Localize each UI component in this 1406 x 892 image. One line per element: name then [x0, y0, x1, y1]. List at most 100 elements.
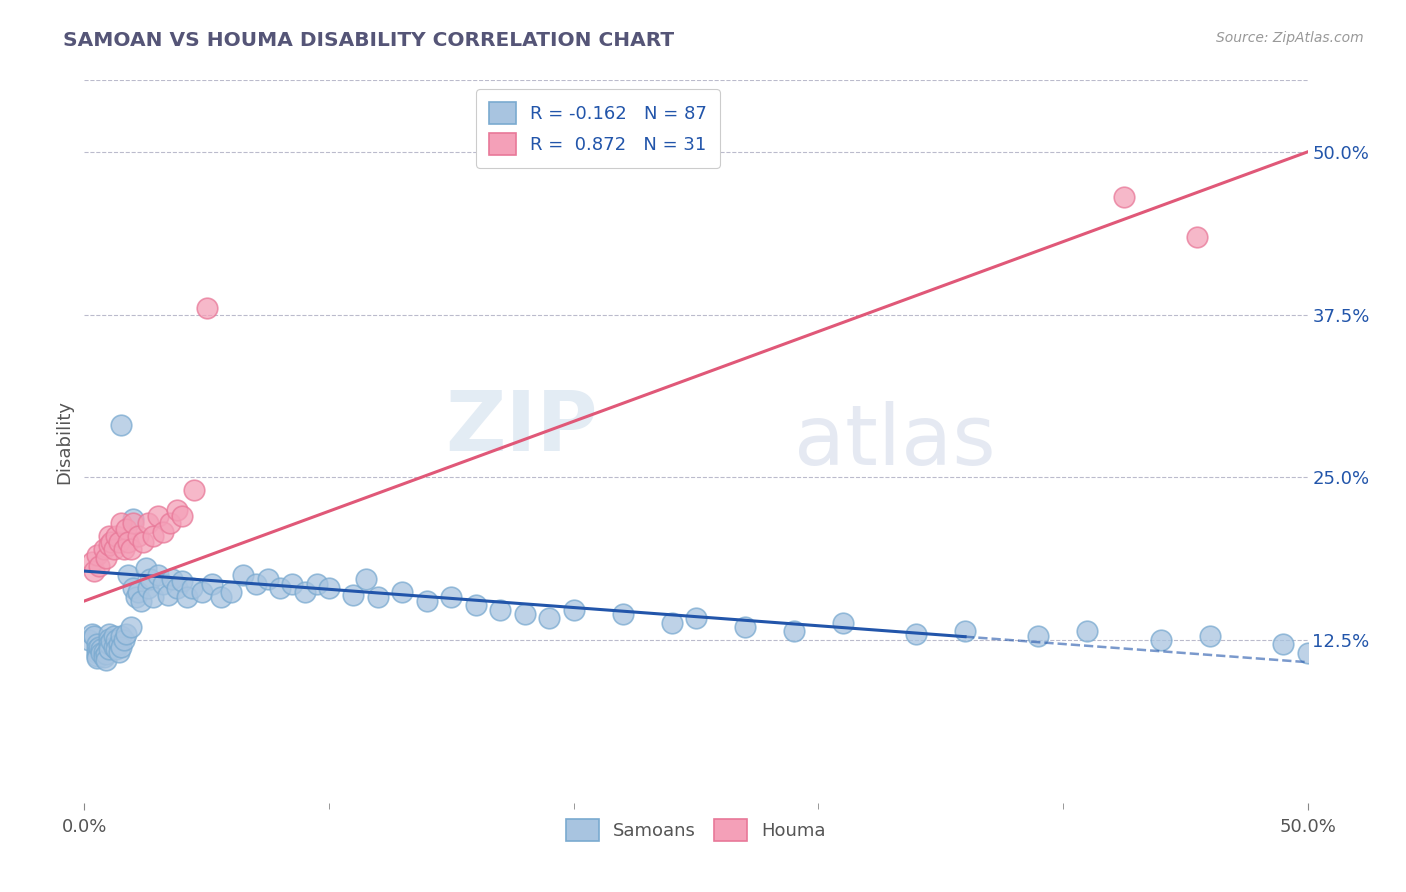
Point: [562, 603, 585, 617]
Point: [195, 301, 218, 315]
Point: [77, 633, 100, 648]
Point: [129, 594, 152, 608]
Point: [1028, 629, 1050, 643]
Legend: Samoans, Houma: Samoans, Houma: [560, 812, 832, 848]
Point: [86, 651, 108, 665]
Point: [97, 626, 120, 640]
Point: [172, 574, 194, 589]
Point: [166, 581, 188, 595]
Point: [146, 509, 169, 524]
Point: [136, 581, 159, 595]
Point: [97, 637, 120, 651]
Point: [1187, 229, 1209, 244]
Point: [305, 577, 328, 591]
Point: [281, 577, 304, 591]
Point: [1076, 624, 1098, 638]
Point: [142, 590, 165, 604]
Point: [142, 529, 165, 543]
Point: [181, 581, 204, 595]
Point: [105, 633, 128, 648]
Point: [83, 629, 105, 643]
Point: [538, 611, 561, 625]
Point: [117, 535, 139, 549]
Point: [1150, 633, 1173, 648]
Point: [318, 581, 340, 595]
Point: [1296, 646, 1319, 660]
Point: [93, 645, 115, 659]
Point: [183, 483, 205, 498]
Point: [146, 568, 169, 582]
Point: [391, 585, 413, 599]
Point: [1272, 637, 1295, 651]
Point: [117, 568, 139, 582]
Point: [152, 524, 174, 539]
Point: [440, 590, 463, 604]
Point: [685, 611, 707, 625]
Point: [86, 637, 108, 651]
Point: [97, 529, 120, 543]
Point: [245, 577, 267, 591]
Point: [110, 640, 132, 654]
Point: [257, 572, 280, 586]
Point: [103, 640, 125, 654]
Point: [135, 561, 157, 575]
Point: [191, 585, 214, 599]
Point: [122, 516, 145, 530]
Point: [162, 572, 184, 586]
Point: [831, 616, 853, 631]
Point: [112, 633, 135, 648]
Point: [783, 624, 806, 638]
Point: [612, 607, 634, 621]
Point: [115, 626, 138, 640]
Point: [86, 549, 108, 563]
Point: [107, 535, 129, 549]
Point: [86, 642, 108, 657]
Point: [1198, 629, 1220, 643]
Point: [172, 509, 194, 524]
Point: [97, 538, 120, 552]
Text: Source: ZipAtlas.com: Source: ZipAtlas.com: [1216, 31, 1364, 45]
Point: [96, 648, 118, 662]
Point: [367, 590, 389, 604]
Point: [83, 564, 105, 578]
Point: [127, 529, 149, 543]
Point: [100, 535, 122, 549]
Point: [232, 568, 254, 582]
Point: [87, 640, 110, 654]
Point: [489, 603, 512, 617]
Point: [110, 516, 132, 530]
Point: [152, 577, 174, 591]
Point: [139, 572, 162, 586]
Y-axis label: Disability: Disability: [55, 400, 73, 483]
Point: [90, 642, 112, 657]
Point: [122, 512, 145, 526]
Point: [416, 594, 439, 608]
Point: [112, 541, 135, 556]
Point: [166, 503, 188, 517]
Point: [953, 624, 976, 638]
Point: [905, 626, 928, 640]
Point: [127, 585, 149, 599]
Text: atlas: atlas: [794, 401, 995, 482]
Point: [93, 650, 115, 665]
Point: [80, 555, 103, 569]
Point: [86, 648, 108, 663]
Point: [269, 581, 291, 595]
Point: [96, 652, 118, 666]
Point: [209, 590, 232, 604]
Point: [354, 572, 377, 586]
Point: [97, 632, 120, 646]
Point: [93, 541, 115, 556]
Point: [103, 629, 125, 643]
Point: [342, 587, 364, 601]
Point: [86, 646, 108, 660]
Point: [156, 587, 179, 601]
Point: [125, 590, 148, 604]
Point: [90, 646, 112, 660]
Point: [464, 598, 486, 612]
Point: [122, 581, 145, 595]
Point: [105, 529, 128, 543]
Point: [176, 590, 198, 604]
Point: [87, 558, 110, 573]
Point: [120, 620, 142, 634]
